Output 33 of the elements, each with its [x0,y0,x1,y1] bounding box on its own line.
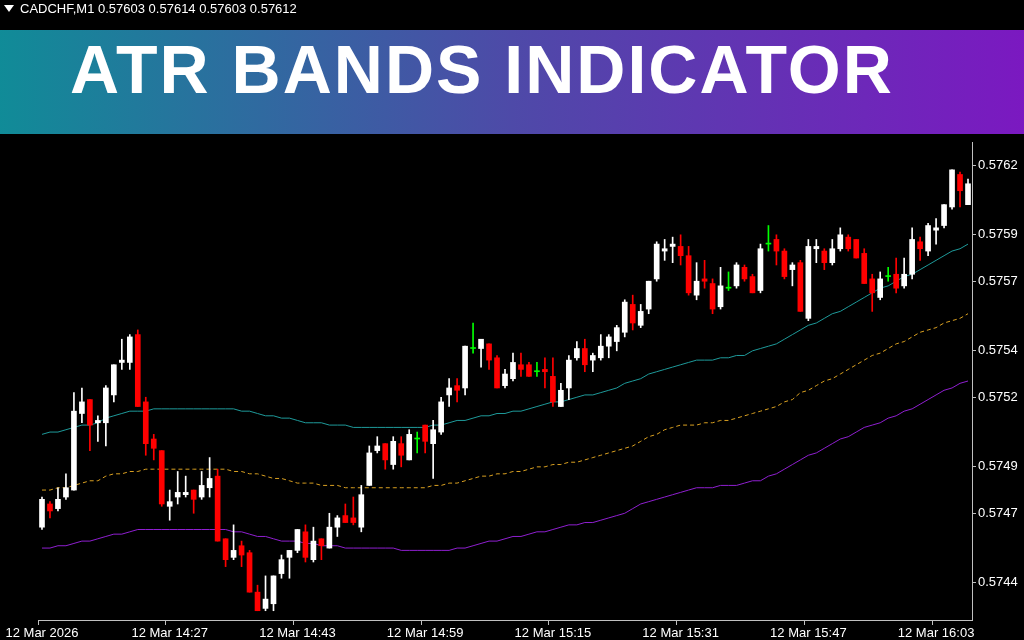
y-tick-label: 0.5759 [978,226,1018,242]
x-tick-label: 12 Mar 14:43 [259,625,336,640]
y-tick-label: 0.5747 [978,504,1018,520]
x-tick-label: 12 Mar 16:03 [897,625,975,640]
x-tick-label: 12 Mar 14:59 [386,625,464,640]
x-tick-label: 12 Mar 15:31 [642,625,719,640]
y-tick-label: 0.5762 [978,156,1018,172]
candlestick [166,489,173,521]
x-tick-label: 12 Mar 14:27 [131,625,209,640]
candlestick [430,420,436,479]
chart-title: ATR BANDS INDICATOR [0,30,1024,134]
y-tick-label: 0.5744 [978,574,1018,590]
x-tick-label: 12 Mar 15:47 [770,625,847,640]
y-tick-label: 0.5752 [978,388,1018,404]
x-tick-label: 12 Mar 15:15 [514,625,592,640]
y-tick-label: 0.5757 [978,272,1018,288]
candlestick [95,415,101,442]
candlestick [470,322,476,354]
candlestick [933,218,939,245]
x-tick-label: 12 Mar 2026 [5,625,79,640]
candlestick [518,352,524,377]
candlestick [118,338,125,370]
candlestick [885,266,892,282]
candlestick [182,475,189,498]
y-tick-label: 0.5749 [978,458,1018,474]
candlestick [542,357,548,389]
chart-subtitle: CADCHF,M1 0.57603 0.57614 0.57603 0.57612 [20,1,297,16]
y-tick-label: 0.5754 [978,342,1018,358]
candlestick [350,496,357,526]
candlestick [454,378,460,403]
candlestick [534,362,540,377]
candlestick [446,378,452,407]
candlestick [174,471,181,505]
